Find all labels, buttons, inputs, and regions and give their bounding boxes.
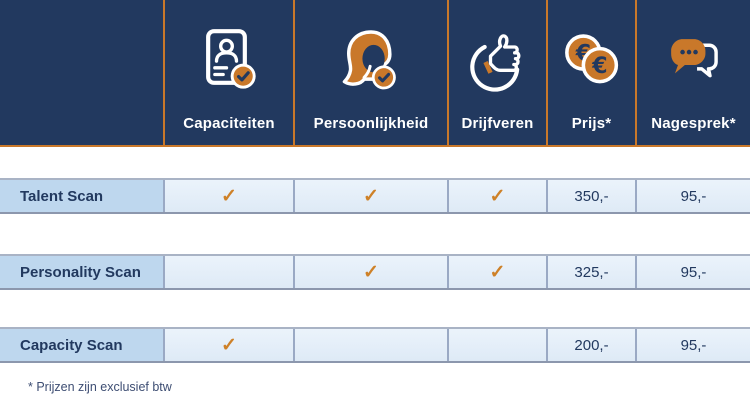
header-label-drijfveren: Drijfveren xyxy=(461,115,534,132)
cell-persoonlijkheid: ✓ xyxy=(293,256,447,288)
check-mark: ✓ xyxy=(363,185,379,207)
cell-prijs: 325,- xyxy=(546,256,635,288)
cell-drijfveren: ✓ xyxy=(447,180,546,212)
chat-bubbles-icon xyxy=(660,0,728,115)
cell-persoonlijkheid: ✓ xyxy=(293,180,447,212)
header-label-capaciteiten: Capaciteiten xyxy=(183,115,275,132)
header-label-nagesprek: Nagesprek* xyxy=(651,115,736,132)
header-col-drijfveren: Drijfveren xyxy=(447,0,546,145)
cell-capaciteiten: ✓ xyxy=(163,180,293,212)
cell-capaciteiten: ✓ xyxy=(163,329,293,361)
pricing-rows: Talent Scan ✓ ✓ ✓ 350,- 95,- Personality… xyxy=(0,178,750,363)
cell-prijs: 200,- xyxy=(546,329,635,361)
cell-drijfveren: ✓ xyxy=(447,256,546,288)
row-label: Personality Scan xyxy=(0,256,163,288)
table-row: Capacity Scan ✓ 200,- 95,- xyxy=(0,327,750,363)
check-mark: ✓ xyxy=(221,334,237,356)
header-empty-cell xyxy=(0,0,163,145)
check-mark: ✓ xyxy=(489,261,506,283)
header-label-persoonlijkheid: Persoonlijkheid xyxy=(313,115,429,132)
table-row: Personality Scan ✓ ✓ 325,- 95,- xyxy=(0,254,750,290)
woman-check-icon xyxy=(335,0,407,115)
header-row: Capaciteiten Persoonlijkheid xyxy=(0,0,750,147)
euro-coins-icon: € € xyxy=(559,0,625,115)
cell-nagesprek: 95,- xyxy=(635,256,750,288)
cell-nagesprek: 95,- xyxy=(635,180,750,212)
cell-prijs: 350,- xyxy=(546,180,635,212)
row-label: Talent Scan xyxy=(0,180,163,212)
header-col-prijs: € € Prijs* xyxy=(546,0,635,145)
svg-text:€: € xyxy=(591,54,607,79)
header-col-persoonlijkheid: Persoonlijkheid xyxy=(293,0,447,145)
header-label-prijs: Prijs* xyxy=(571,115,612,132)
row-label: Capacity Scan xyxy=(0,329,163,361)
cell-drijfveren xyxy=(447,329,546,361)
id-card-check-icon xyxy=(194,0,264,115)
check-mark: ✓ xyxy=(489,185,506,207)
cell-persoonlijkheid xyxy=(293,329,447,361)
header-col-nagesprek: Nagesprek* xyxy=(635,0,750,145)
check-mark: ✓ xyxy=(221,185,237,207)
table-row: Talent Scan ✓ ✓ ✓ 350,- 95,- xyxy=(0,178,750,214)
header-col-capaciteiten: Capaciteiten xyxy=(163,0,293,145)
check-mark: ✓ xyxy=(363,261,379,283)
cell-nagesprek: 95,- xyxy=(635,329,750,361)
cell-capaciteiten xyxy=(163,256,293,288)
footnote: * Prijzen zijn exclusief btw xyxy=(28,380,172,394)
thumbs-up-icon xyxy=(463,0,533,115)
